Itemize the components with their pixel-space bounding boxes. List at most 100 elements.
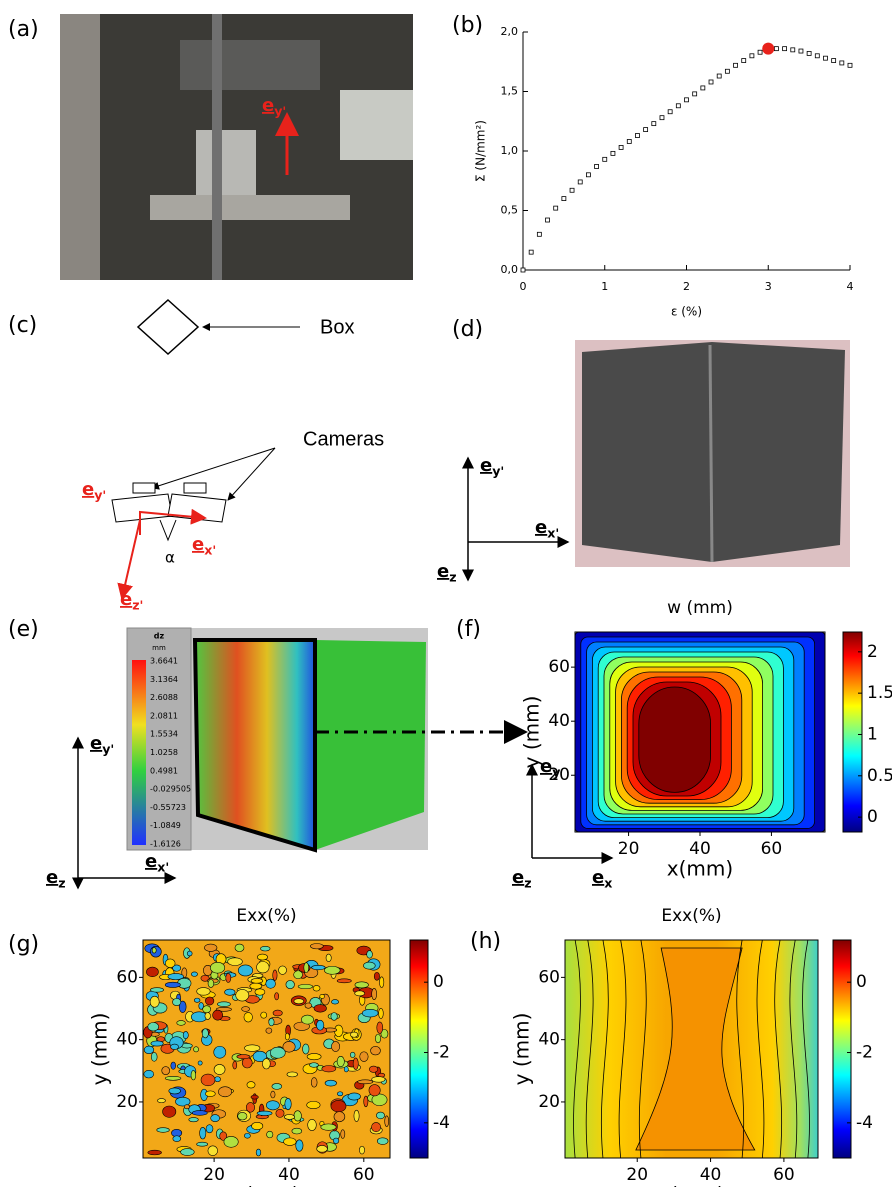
vector-label: ez xyxy=(437,561,457,584)
contour-blob xyxy=(309,1063,318,1068)
vector-base: e xyxy=(512,867,524,888)
contour-blob xyxy=(270,1047,285,1058)
contour-blob xyxy=(151,1052,157,1061)
box-label: Box xyxy=(320,316,354,338)
colorbar-tick-label: 0.5 xyxy=(867,766,892,786)
contour-blob xyxy=(173,998,181,1005)
vector-label: ex' xyxy=(535,517,559,540)
contour-blob xyxy=(250,983,262,989)
contour-blob xyxy=(326,954,331,962)
angle-label: α xyxy=(165,549,175,567)
contour-blob xyxy=(385,1116,389,1127)
marker xyxy=(668,110,672,114)
vector-base: e xyxy=(262,95,274,116)
marker xyxy=(635,134,639,138)
contour-blob xyxy=(214,1064,225,1074)
contour-blob xyxy=(331,1000,338,1004)
y-tick-label: 40 xyxy=(116,1030,138,1050)
contour-blob xyxy=(255,989,265,995)
contour-blob xyxy=(144,1046,154,1054)
vector-label: ex xyxy=(592,867,612,890)
contour-blob xyxy=(354,1110,359,1121)
contour-blob xyxy=(165,1076,181,1080)
contour-blob xyxy=(165,959,175,968)
colorbar-value: -1.6126 xyxy=(150,840,181,849)
contour-blob xyxy=(146,967,158,977)
contour-blob xyxy=(314,1005,326,1013)
marker xyxy=(652,122,656,126)
vector-base: e xyxy=(480,455,492,476)
x-axis-title: x(mm) xyxy=(658,1183,724,1187)
vector-label: ez' xyxy=(120,589,143,612)
contour-blob xyxy=(201,1074,215,1086)
contour-blob xyxy=(205,997,213,1005)
screenshot-e xyxy=(78,628,525,888)
contour-blob xyxy=(225,989,235,995)
colorbar-tick-label: 0 xyxy=(433,972,444,992)
y-axis-title: y (mm) xyxy=(510,1013,534,1086)
contour-blob xyxy=(262,1059,270,1069)
contour-blob xyxy=(337,1056,344,1066)
panel-label: (b) xyxy=(452,13,483,38)
contour-blob xyxy=(184,1105,189,1109)
contour-blob xyxy=(157,1128,170,1133)
vector-base: e xyxy=(437,561,449,582)
contour-blob xyxy=(358,1080,373,1084)
contour-blob xyxy=(279,966,287,974)
panel-label: (d) xyxy=(452,317,483,342)
contour-blob xyxy=(256,1149,261,1156)
contour-blob xyxy=(266,1028,272,1033)
highlight-point xyxy=(762,43,774,55)
contour-blob xyxy=(325,1080,337,1086)
chart-title: Exx(%) xyxy=(661,906,721,926)
photo-detail xyxy=(150,195,350,220)
contour-blob xyxy=(363,962,375,969)
marker xyxy=(717,74,721,78)
marker xyxy=(742,59,746,63)
panel-label: (h) xyxy=(470,929,501,954)
contour-blob xyxy=(205,1013,211,1020)
colorbar-value: 3.1364 xyxy=(150,675,178,684)
contour-blob xyxy=(144,1070,154,1078)
marker xyxy=(546,218,550,222)
vector-sub: y' xyxy=(102,741,114,756)
vector-label: ez xyxy=(512,867,532,890)
contour-blob xyxy=(251,978,263,983)
marker xyxy=(774,47,778,51)
vector-base: e xyxy=(592,867,604,888)
contour-blob xyxy=(307,1101,320,1108)
y-tick-label: 1,0 xyxy=(501,144,519,157)
contour-blob xyxy=(275,993,279,1000)
contour-blob xyxy=(374,972,379,980)
contour-blob xyxy=(334,1112,345,1122)
contour-blob xyxy=(377,1138,388,1145)
vector-label: ey' xyxy=(90,733,114,756)
marker xyxy=(554,206,558,210)
y-axis-title: y (mm) xyxy=(520,696,544,769)
camera xyxy=(112,494,172,522)
marker xyxy=(799,49,803,53)
panel-label: (c) xyxy=(8,313,37,338)
marker xyxy=(619,145,623,149)
x-tick-label: 1 xyxy=(601,280,608,293)
contour-blob xyxy=(316,1020,323,1030)
colorbar-tick-label: 1 xyxy=(867,724,878,744)
contour-blob xyxy=(157,1099,165,1103)
contour-blob xyxy=(269,1018,274,1026)
contour-blob xyxy=(353,1058,358,1070)
vector-sub: x' xyxy=(547,525,559,540)
contour-blob xyxy=(189,1118,199,1122)
contour-blob xyxy=(162,1067,170,1075)
contour-blob xyxy=(226,973,231,982)
contour-blob xyxy=(210,962,224,973)
marker xyxy=(725,69,729,73)
marker xyxy=(570,188,574,192)
contour-blob xyxy=(148,1022,159,1031)
x-axis-title: x(mm) xyxy=(667,857,733,881)
contour-blob xyxy=(287,1072,298,1077)
contour-blob xyxy=(377,1022,383,1033)
contour-blob xyxy=(202,1029,208,1038)
camera xyxy=(184,483,206,493)
contour-blob xyxy=(194,998,200,1002)
contour-blob xyxy=(247,1082,255,1089)
